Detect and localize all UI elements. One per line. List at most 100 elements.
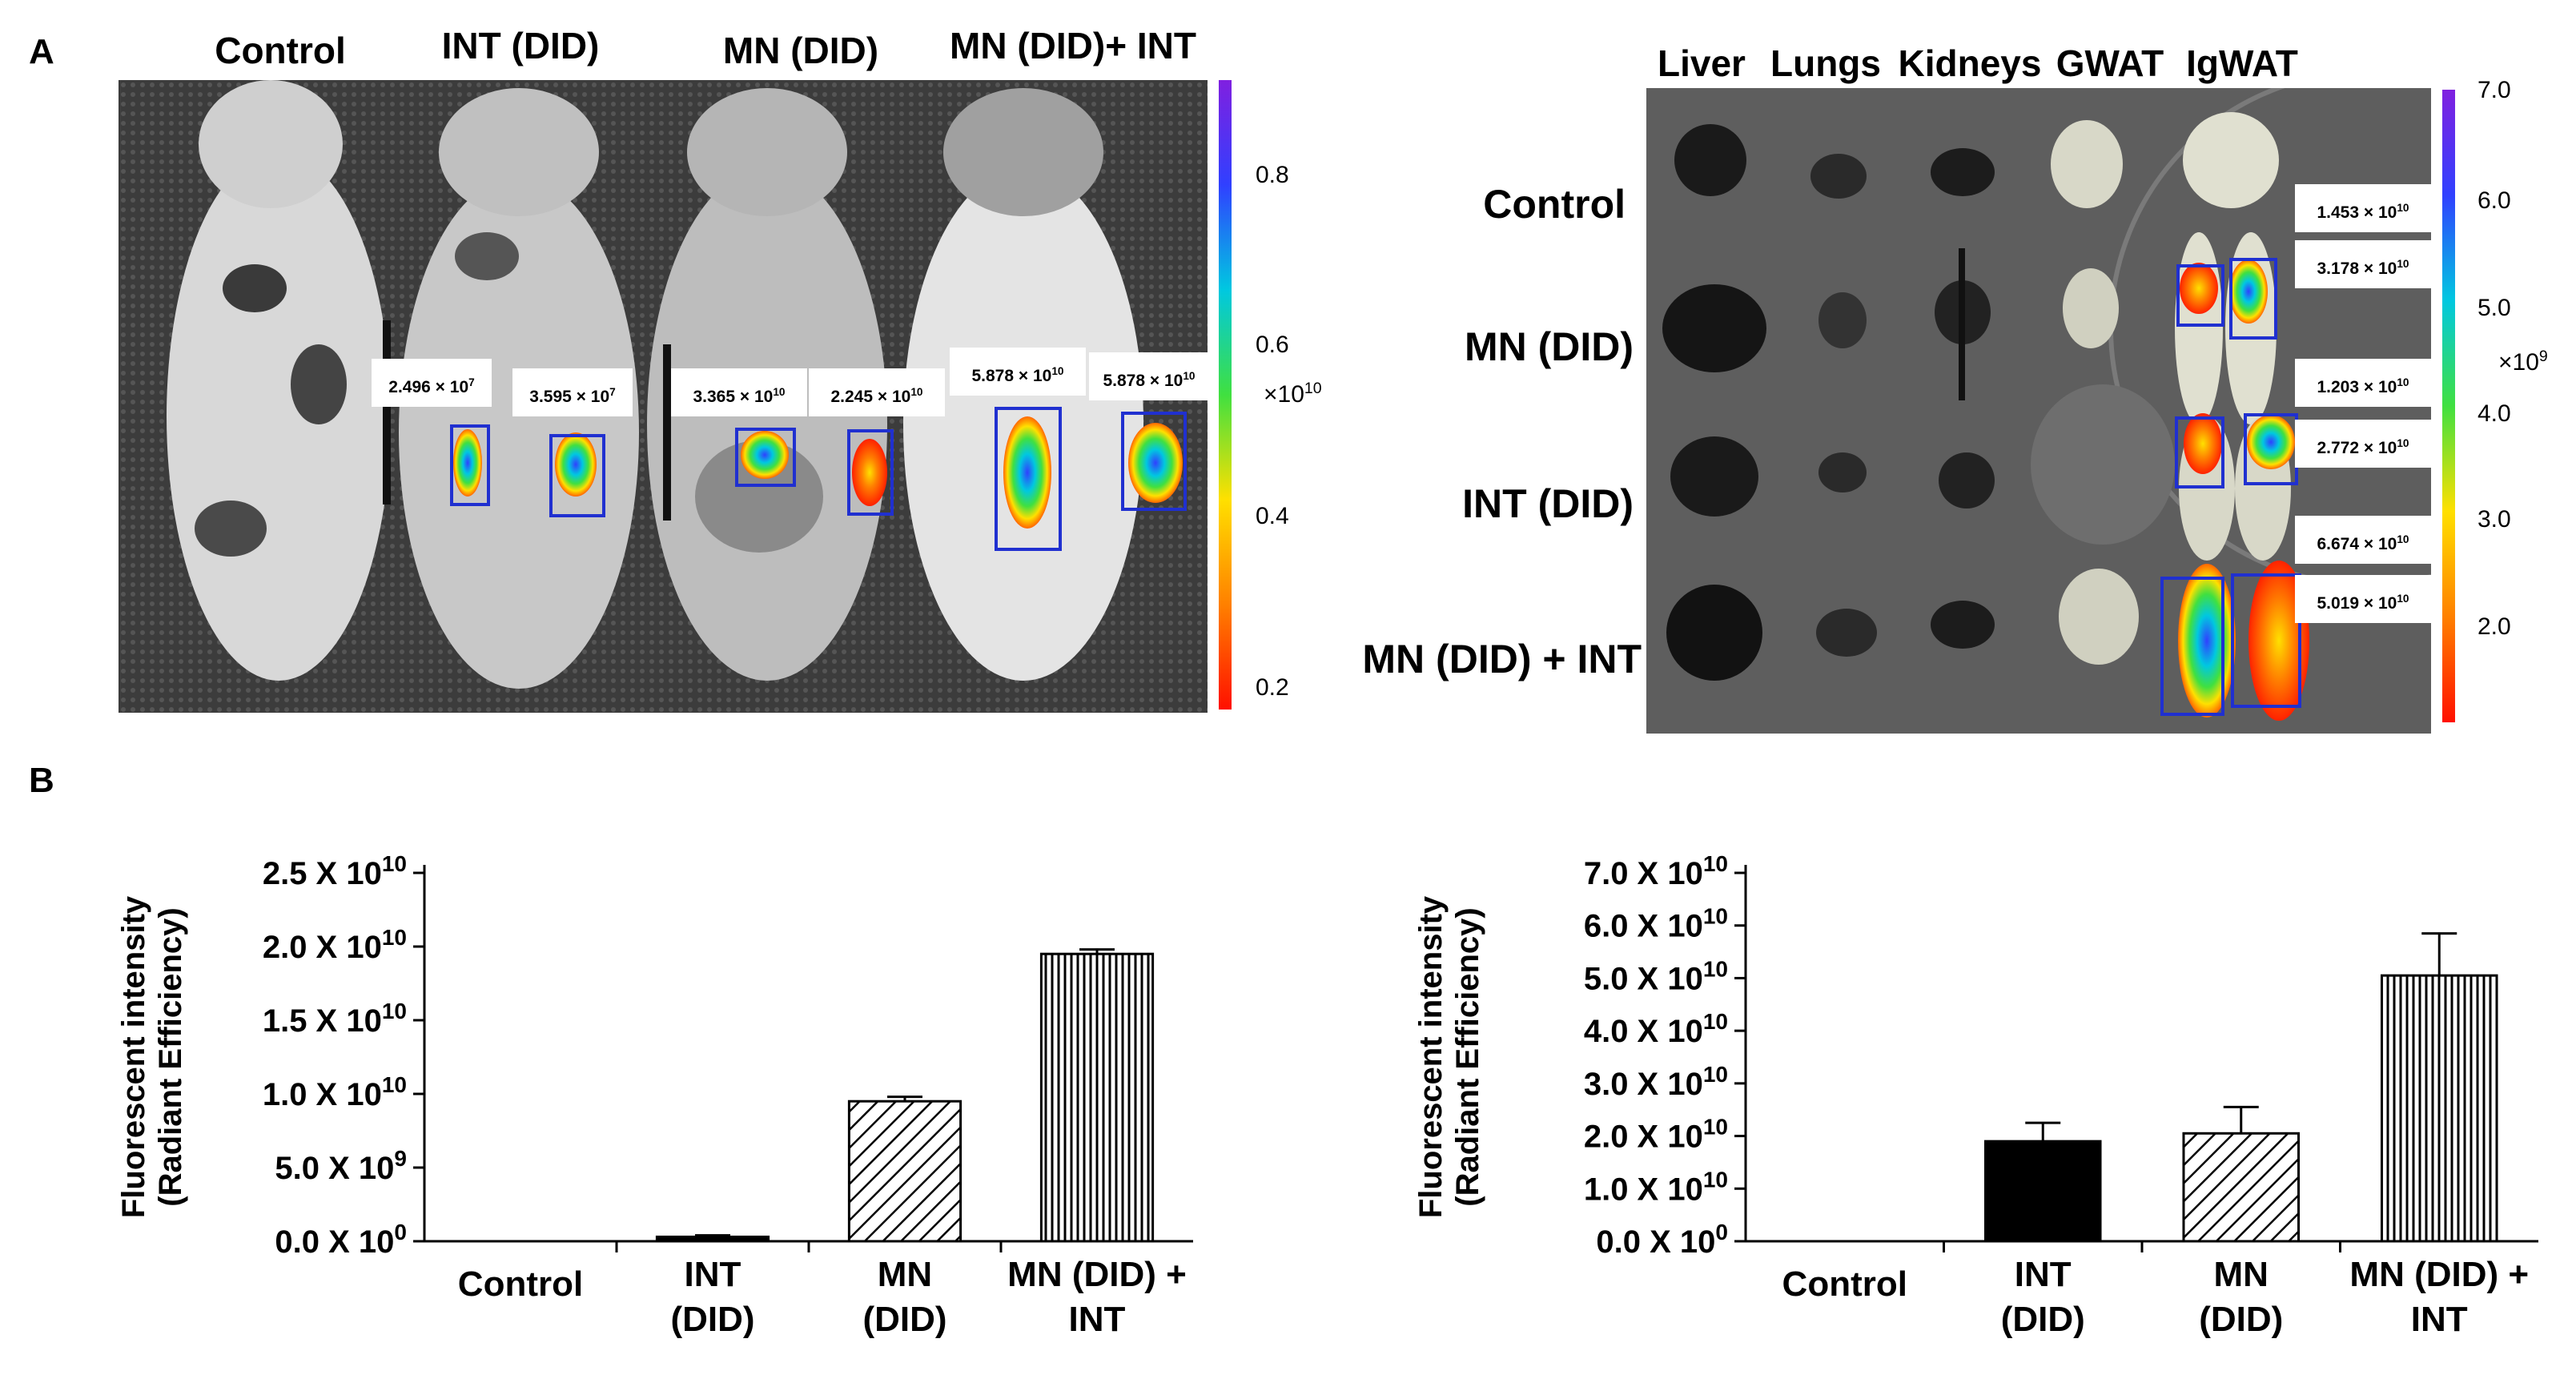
x-tick-label: MN (DID) xyxy=(862,1255,946,1339)
group-label-mn-int: MN (DID)+ INT xyxy=(950,25,1196,66)
mouse-int xyxy=(383,88,639,689)
colorbar-right-tick: 5.0 xyxy=(2478,295,2511,321)
roi-mn-1 xyxy=(735,428,796,487)
roi-label-int-2: 3.595 × 107 xyxy=(512,368,633,416)
mouse-control xyxy=(167,80,391,681)
colorbar-left-tick: 0.6 xyxy=(1256,332,1289,358)
bar-chart-left: 0.0 X 100 5.0 X 109 1.0 X 1010 1.5 X 1010 2.… xyxy=(116,851,1193,1339)
roi-mn-2 xyxy=(847,429,894,516)
y-tick-label: 2.5 X 1010 xyxy=(263,851,407,891)
signal-combo-2 xyxy=(1128,423,1183,503)
colorbar-right-tick: 4.0 xyxy=(2478,400,2511,427)
row-label-int: INT (DID) xyxy=(1462,481,1634,526)
y-tick-label: 2.0 X 1010 xyxy=(263,925,407,965)
organ-label-igwat: IgWAT xyxy=(2186,42,2298,84)
y-tick-label: 7.0 X 1010 xyxy=(1584,851,1728,891)
mouse-imaging-photo xyxy=(119,80,1208,713)
x-tick-label: INT (DID) xyxy=(2001,1255,2085,1339)
y-axis-label: Fluorescent intensity(Radiant Efficiency… xyxy=(116,895,188,1218)
panel-label-a: A xyxy=(29,32,54,71)
organ-row-mn-int xyxy=(1666,561,2309,721)
roi-label-mn-1: 3.365 × 1010 xyxy=(671,368,807,416)
roi-int-1 xyxy=(450,424,490,506)
roi-organ-mn-1 xyxy=(2176,264,2224,327)
organ-label-kidneys: Kidneys xyxy=(1898,42,2042,84)
x-tick-label: INT (DID) xyxy=(670,1255,754,1339)
y-tick-label: 3.0 X 1010 xyxy=(1584,1062,1728,1102)
roi-label-organ-int-1: 1.203 × 1010 xyxy=(2295,359,2431,407)
bar xyxy=(847,1100,962,1243)
y-tick-label: 1.0 X 1010 xyxy=(1584,1167,1728,1207)
group-label-mn: MN (DID) xyxy=(722,30,879,71)
colorbar-left-tick: 0.8 xyxy=(1256,162,1289,188)
row-label-mn: MN (DID) xyxy=(1464,324,1634,369)
signal-combo-1 xyxy=(1003,416,1051,529)
row-label-control: Control xyxy=(1483,182,1626,227)
organ-label-gwat: GWAT xyxy=(2056,42,2164,84)
signal-int-2 xyxy=(555,432,597,497)
organ-row-control xyxy=(1674,112,2279,208)
bar xyxy=(2380,974,2498,1243)
colorbar-left xyxy=(1219,80,1232,710)
x-tick-label: Control xyxy=(1782,1264,1907,1304)
roi-organ-combo-2 xyxy=(2231,573,2301,708)
organ-row-mn xyxy=(1662,232,2277,424)
colorbar-left-unit: ×1010 xyxy=(1264,380,1322,408)
y-tick-label: 0.0 X 100 xyxy=(275,1220,407,1260)
y-tick-label: 5.0 X 1010 xyxy=(1584,956,1728,996)
colorbar-right xyxy=(2442,90,2455,722)
colorbar-right-tick: 6.0 xyxy=(2478,187,2511,214)
roi-combo-1 xyxy=(995,407,1062,551)
y-tick-label: 2.0 X 1010 xyxy=(1584,1115,1728,1155)
colorbar-right-tick: 2.0 xyxy=(2478,613,2511,640)
roi-label-int-1: 2.496 × 107 xyxy=(372,359,492,407)
bar xyxy=(655,1235,770,1243)
y-tick-label: 5.0 X 109 xyxy=(275,1146,407,1186)
y-axis-label: Fluorescent intensity(Radiant Efficiency… xyxy=(1413,895,1485,1218)
row-label-mn-int: MN (DID) + INT xyxy=(1362,637,1642,681)
y-tick-label: 4.0 X 1010 xyxy=(1584,1009,1728,1049)
roi-label-organ-combo-1: 6.674 × 1010 xyxy=(2295,516,2431,564)
organ-row-int xyxy=(1670,384,2295,561)
roi-label-organ-int-2: 2.772 × 1010 xyxy=(2295,420,2431,468)
roi-label-organ-mn-1: 1.453 × 1010 xyxy=(2295,184,2431,232)
roi-label-combo-1: 5.878 × 1010 xyxy=(950,348,1086,396)
bar xyxy=(2182,1132,2301,1243)
signal-int-1 xyxy=(453,429,482,497)
x-tick-label: MN (DID) + INT xyxy=(2349,1255,2529,1339)
colorbar-left-tick: 0.2 xyxy=(1256,674,1289,701)
roi-label-combo-2: 5.878 × 1010 xyxy=(1089,352,1209,400)
signal-mn-2 xyxy=(852,439,887,506)
organ-label-lungs: Lungs xyxy=(1770,42,1881,84)
group-label-control: Control xyxy=(215,30,346,71)
y-tick-label: 1.0 X 1010 xyxy=(263,1072,407,1112)
bar xyxy=(1983,1140,2102,1243)
group-label-int: INT (DID) xyxy=(441,25,600,66)
roi-organ-combo-1 xyxy=(2160,577,2224,716)
organ-label-liver: Liver xyxy=(1658,42,1746,84)
roi-label-organ-combo-2: 5.019 × 1010 xyxy=(2295,575,2431,623)
roi-combo-2 xyxy=(1121,412,1187,511)
mouse-imaging-scene xyxy=(119,80,1208,713)
bar xyxy=(1039,952,1155,1243)
roi-organ-int-2 xyxy=(2244,413,2298,485)
roi-int-2 xyxy=(549,434,605,517)
colorbar-right-tick: 3.0 xyxy=(2478,506,2511,533)
bar-chart-right: 0.0 X 100 1.0 X 1010 2.0 X 1010 3.0 X 1010 4… xyxy=(1413,851,2538,1339)
x-tick-label: MN (DID) + INT xyxy=(1007,1255,1187,1339)
colorbar-left-tick: 0.4 xyxy=(1256,503,1289,529)
colorbar-right-tick: 7.0 xyxy=(2478,77,2511,103)
x-tick-label: Control xyxy=(458,1264,583,1304)
roi-organ-mn-2 xyxy=(2229,258,2277,340)
y-tick-label: 0.0 X 100 xyxy=(1596,1220,1728,1260)
signal-mn-1 xyxy=(741,431,789,479)
mouse-mn xyxy=(647,88,887,681)
x-tick-label: MN (DID) xyxy=(2199,1255,2283,1339)
y-tick-label: 6.0 X 1010 xyxy=(1584,904,1728,944)
roi-label-organ-mn-2: 3.178 × 1010 xyxy=(2295,240,2431,288)
roi-organ-int-1 xyxy=(2175,416,2224,488)
panel-label-b: B xyxy=(29,761,54,800)
y-tick-label: 1.5 X 1010 xyxy=(263,999,407,1039)
roi-label-mn-2: 2.245 × 1010 xyxy=(809,368,945,416)
colorbar-right-unit: ×109 xyxy=(2498,348,2548,376)
